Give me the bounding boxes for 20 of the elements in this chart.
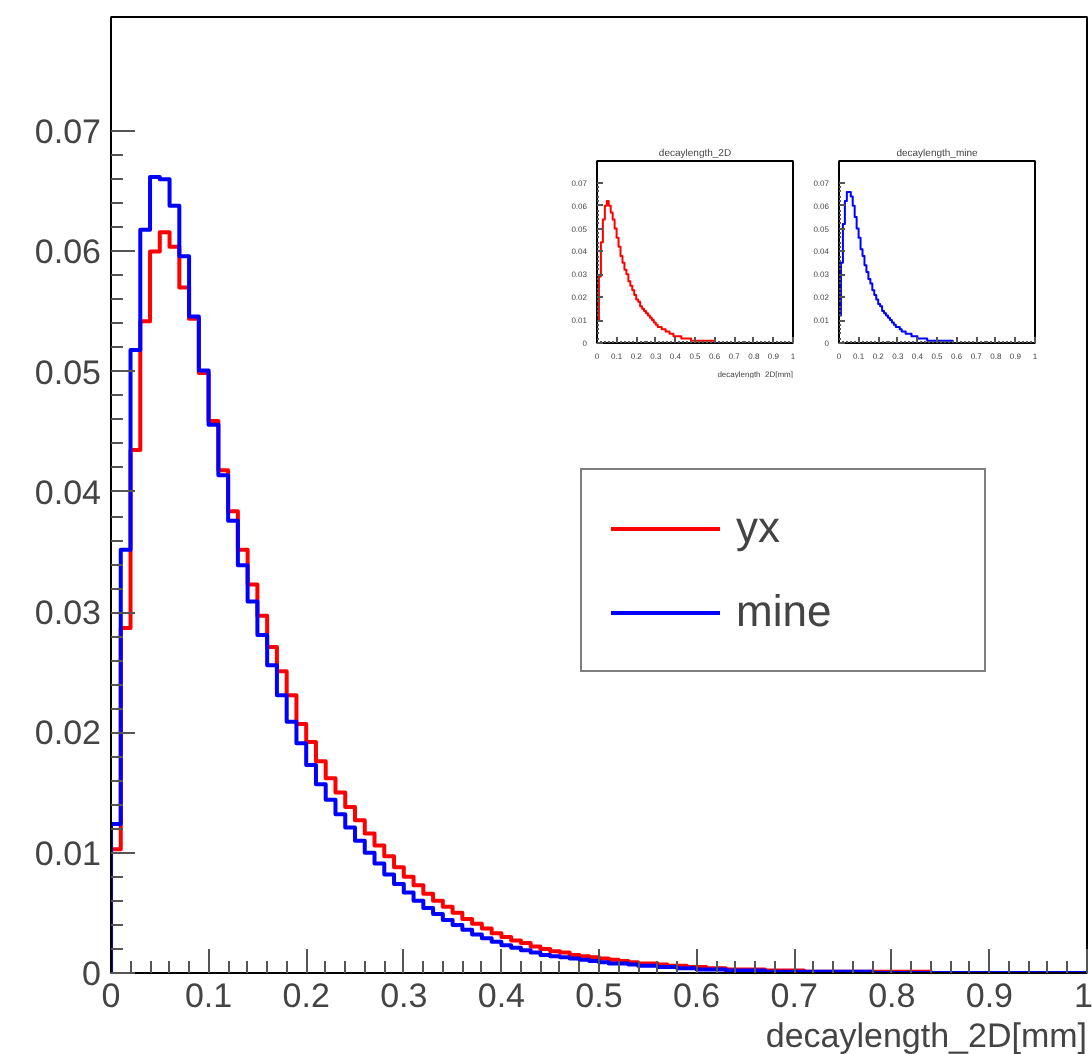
x-tick-label: 0.6 [672, 977, 721, 1015]
x-tick-label: 0.1 [184, 977, 233, 1015]
y-tick-label: 0.06 [34, 233, 102, 272]
x-tick-label: 0.5 [575, 977, 623, 1015]
x-tick-label: 0.9 [965, 977, 1014, 1015]
x-tick-label: 0.4 [477, 977, 526, 1015]
x-tick-label: 0.3 [380, 977, 428, 1015]
x-tick-label: 0.7 [770, 977, 818, 1015]
y-tick-label: 0.01 [34, 834, 102, 873]
legend-label: yx [736, 502, 782, 554]
y-tick-label: 0.02 [34, 714, 102, 753]
x-tick-label: 0.8 [868, 977, 916, 1015]
y-tick-label: 0.04 [34, 473, 102, 512]
x-tick-label: 0.2 [282, 977, 330, 1015]
x-axis-title: decaylength_2D[mm] [765, 1017, 1088, 1054]
y-tick-label: 0.05 [34, 353, 102, 392]
y-tick-label: 0.07 [34, 113, 102, 152]
x-tick-label: 1 [1074, 977, 1092, 1015]
y-tick-label: 0.03 [34, 594, 102, 633]
legend-label: mine [736, 586, 834, 638]
